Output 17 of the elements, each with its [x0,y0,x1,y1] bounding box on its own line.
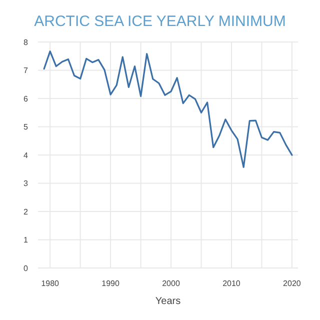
x-tick-label: 2010 [222,279,241,288]
y-tick-label: 1 [24,236,29,245]
y-tick-label: 8 [24,38,29,47]
y-tick-label: 6 [24,94,29,104]
x-axis-title: Years [155,296,181,307]
chart-title: ARCTIC SEA ICE YEARLY MINIMUM [34,13,286,30]
x-tick-label: 2020 [283,279,302,288]
y-tick-label: 3 [24,179,29,188]
line-series [43,50,293,168]
y-tick-label: 5 [24,122,29,132]
y-tick-label: 4 [24,150,29,160]
y-tick-label: 2 [24,207,29,216]
y-tick-label: 0 [24,264,29,273]
x-tick-label: 1990 [102,279,120,288]
x-tick-label: 2000 [162,279,180,288]
x-tick-label: 1980 [41,279,60,288]
y-tick-label: 7 [24,66,29,76]
